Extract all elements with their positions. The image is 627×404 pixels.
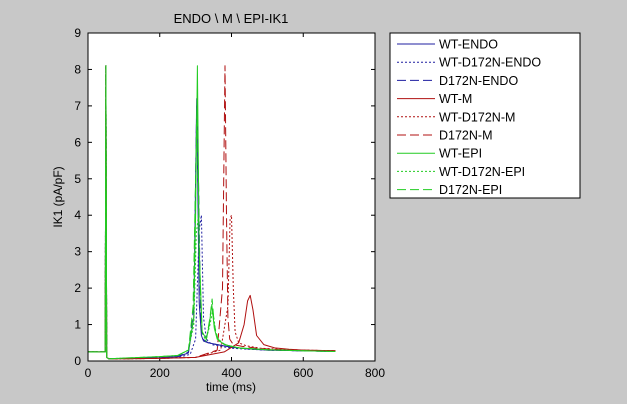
legend-box xyxy=(389,32,581,199)
legend-label: WT-D172N-EPI xyxy=(439,165,525,179)
y-tick-label: 2 xyxy=(74,281,81,295)
y-tick-label: 0 xyxy=(74,354,81,368)
legend-label: WT-D172N-ENDO xyxy=(439,56,541,70)
x-tick-label: 400 xyxy=(221,366,241,380)
x-tick-label: 0 xyxy=(85,366,92,380)
x-axis-label: time (ms) xyxy=(206,380,256,394)
y-tick-label: 7 xyxy=(74,99,81,113)
x-tick-label: 200 xyxy=(150,366,170,380)
legend-label: D172N-M xyxy=(439,129,493,143)
axis-ticks: 0 200 400 600 800 0 1 2 3 4 5 6 7 8 9 xyxy=(74,26,385,380)
y-axis-label: IK1 (pA/pF) xyxy=(51,166,65,227)
plot-frame xyxy=(87,32,376,362)
y-tick-label: 5 xyxy=(74,172,81,186)
legend-label: WT-EPI xyxy=(439,147,482,161)
y-tick-label: 3 xyxy=(74,245,81,259)
series-layer xyxy=(88,65,336,360)
legend: WT-ENDO WT-D172N-ENDO D172N-ENDO WT-M WT-D17… xyxy=(389,32,581,199)
legend-label: WT-ENDO xyxy=(439,38,498,52)
y-tick-label: 4 xyxy=(74,208,81,222)
chart-title: ENDO \ M \ EPI-IK1 xyxy=(174,11,289,26)
x-tick-label: 600 xyxy=(293,366,313,380)
plot-area xyxy=(88,33,375,361)
series-line-d172n-epi xyxy=(88,65,336,360)
y-tick-label: 6 xyxy=(74,135,81,149)
y-tick-label: 9 xyxy=(74,26,81,40)
legend-label: WT-D172N-M xyxy=(439,110,515,124)
legend-label: D172N-ENDO xyxy=(439,74,518,88)
legend-label: WT-M xyxy=(439,92,472,106)
y-tick-label: 1 xyxy=(74,318,81,332)
series-line-d172n-m xyxy=(88,65,336,360)
y-tick-label: 8 xyxy=(74,62,81,76)
x-tick-label: 800 xyxy=(365,366,385,380)
legend-label: D172N-EPI xyxy=(439,183,502,197)
